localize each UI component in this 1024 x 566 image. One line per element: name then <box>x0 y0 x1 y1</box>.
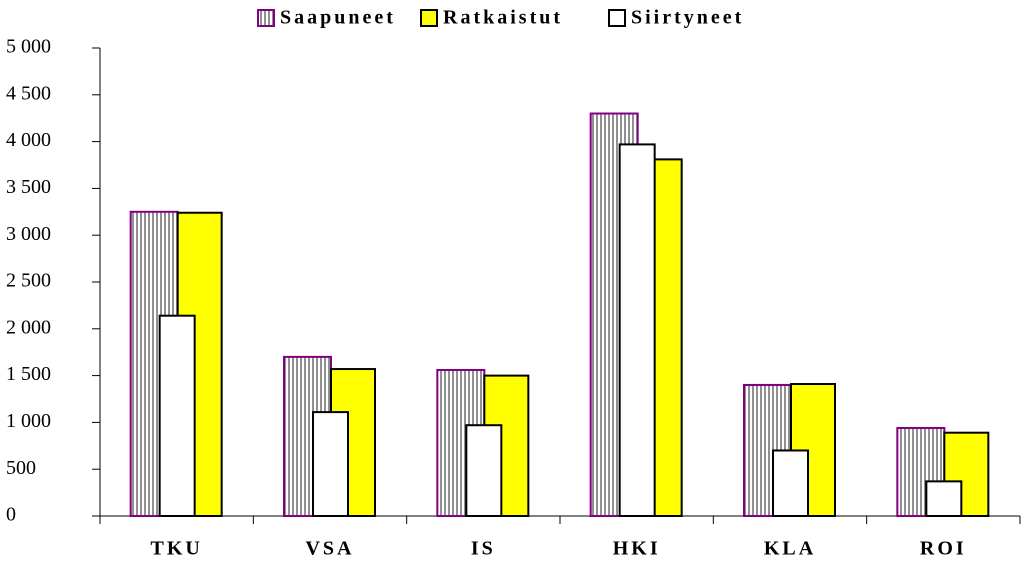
x-tick-label: KLA <box>764 538 816 560</box>
bar <box>312 411 349 518</box>
y-tick-label: 500 <box>6 457 36 479</box>
x-tick-label: ROI <box>920 538 967 560</box>
y-tick-label: 2 000 <box>6 316 51 338</box>
legend-label: Siirtyneet <box>631 7 744 29</box>
bar <box>925 480 963 518</box>
y-tick-label: 5 000 <box>6 36 51 58</box>
y-tick-label: 4 500 <box>6 82 51 104</box>
y-tick-label: 1 000 <box>6 410 51 432</box>
legend-swatch <box>257 9 275 27</box>
legend-label: Ratkaistut <box>443 7 563 29</box>
bar <box>772 449 809 518</box>
y-tick-label: 4 000 <box>6 129 51 151</box>
bar <box>618 143 656 518</box>
y-tick-label: 3 500 <box>6 176 51 198</box>
x-tick-label: TKU <box>150 538 202 560</box>
y-tick-label: 3 000 <box>6 223 51 245</box>
bar <box>158 314 196 518</box>
bar <box>465 424 503 518</box>
y-tick-label: 2 500 <box>6 270 51 292</box>
y-tick-label: 1 500 <box>6 363 51 385</box>
legend-swatch <box>420 9 438 27</box>
legend-swatch <box>608 9 626 27</box>
x-tick-label: VSA <box>305 538 354 560</box>
x-tick-label: HKI <box>613 538 661 560</box>
legend-label: Saapuneet <box>280 7 396 29</box>
y-tick-label: 0 <box>6 504 16 526</box>
x-tick-label: IS <box>471 538 496 560</box>
